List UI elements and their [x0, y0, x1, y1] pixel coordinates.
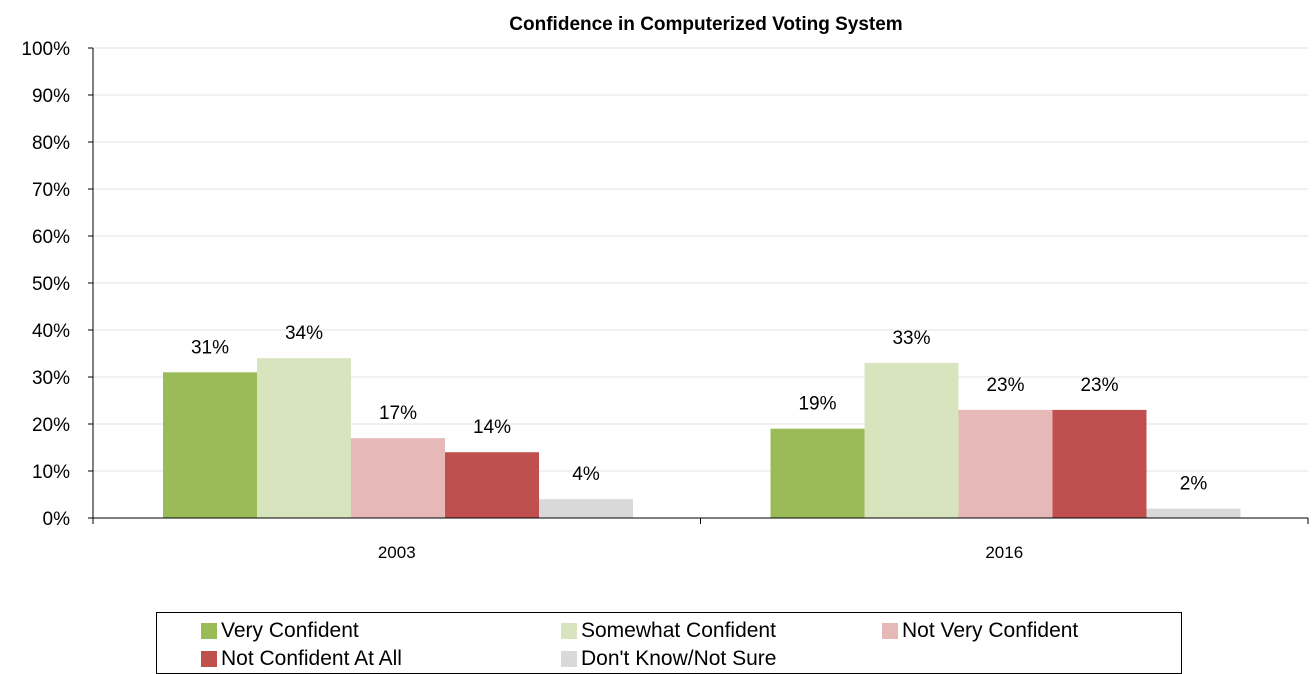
legend-item: Very Confident [201, 619, 359, 643]
legend-label: Not Very Confident [902, 619, 1079, 642]
chart-plot: Confidence in Computerized Voting System… [21, 14, 1309, 562]
y-tick-label: 20% [32, 415, 70, 436]
data-label: 17% [379, 403, 417, 424]
legend-swatch [201, 651, 217, 667]
data-label: 2% [1180, 474, 1208, 495]
bar [958, 409, 1053, 518]
legend-swatch [201, 623, 217, 639]
data-label: 31% [191, 337, 229, 358]
data-label: 4% [572, 464, 600, 485]
axes [88, 47, 1309, 524]
labels: 0% 10% 20% 30% 40% 50% 60% 70% 80% 90% 100% 31% 34% 1… [21, 39, 1207, 562]
y-tick-label: 30% [32, 368, 70, 389]
bar [257, 358, 351, 518]
y-tick-label: 50% [32, 274, 70, 295]
legend-swatch [882, 623, 898, 639]
data-label: 14% [473, 417, 511, 438]
data-label: 23% [986, 375, 1024, 396]
data-label: 33% [892, 328, 930, 349]
bar [1146, 508, 1241, 518]
bar [539, 499, 633, 518]
y-tick-label: 70% [32, 180, 70, 201]
legend-label: Very Confident [221, 619, 359, 642]
legend: Very Confident Somewhat Confident Not Very… [156, 612, 1182, 674]
bar [1052, 409, 1147, 518]
bar [445, 452, 539, 518]
legend-item: Not Very Confident [882, 619, 1078, 643]
bars [163, 358, 1241, 518]
y-tick-label: 0% [43, 509, 71, 530]
data-label: 34% [285, 323, 323, 344]
y-tick-label: 10% [32, 462, 70, 483]
y-tick-label: 60% [32, 227, 70, 248]
legend-swatch [561, 651, 577, 667]
x-category-label: 2003 [378, 543, 416, 562]
legend-swatch [561, 623, 577, 639]
legend-label: Somewhat Confident [581, 619, 776, 642]
data-label: 19% [798, 394, 836, 415]
bar [163, 372, 257, 518]
y-tick-label: 80% [32, 133, 70, 154]
y-tick-label: 90% [32, 86, 70, 107]
bar [351, 438, 445, 518]
y-tick-label: 100% [21, 39, 70, 60]
x-category-label: 2016 [985, 543, 1023, 562]
legend-item: Not Confident At All [201, 647, 402, 671]
legend-item: Don't Know/Not Sure [561, 647, 776, 671]
chart-title: Confidence in Computerized Voting System [509, 14, 902, 35]
legend-label: Don't Know/Not Sure [581, 647, 777, 670]
data-label: 23% [1080, 375, 1118, 396]
legend-label: Not Confident At All [221, 647, 402, 670]
bar [864, 362, 959, 518]
bar [770, 428, 865, 518]
legend-item: Somewhat Confident [561, 619, 776, 643]
y-tick-label: 40% [32, 321, 70, 342]
